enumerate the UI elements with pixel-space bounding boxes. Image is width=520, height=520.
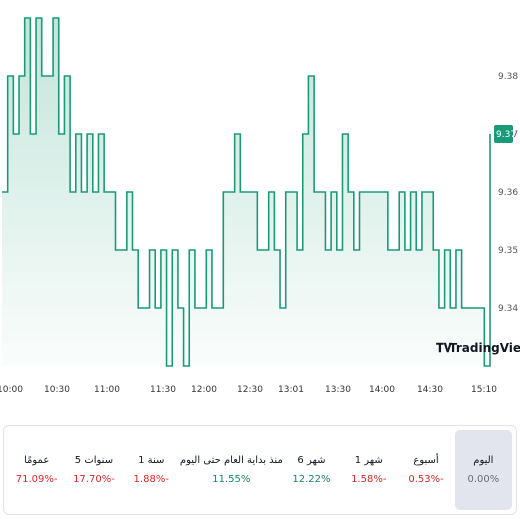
chart-canvas[interactable]: 9.34 9.35 9.36 9.37 9.38 10:00 10:30 11:00 11:3… (0, 0, 520, 410)
x-tick-label: 14:30 (417, 385, 443, 395)
period-label: أسبوع (413, 455, 439, 466)
performance-period-3[interactable]: 6 شهر 12.22% (283, 430, 340, 510)
price-chart[interactable]: 9.34 9.35 9.36 9.37 9.38 10:00 10:30 11:00 11:3… (0, 0, 520, 410)
performance-panel: اليوم 0.00% أسبوع 0.53%- 1 شهر 1.58%- 6 شهر 12.… (3, 425, 517, 515)
y-tick-label: 9.35 (498, 246, 518, 256)
x-tick-label: 15:10 (471, 385, 497, 395)
period-label: اليوم (473, 455, 494, 466)
performance-period-7[interactable]: عمومًا 71.09%- (8, 430, 65, 510)
price-line (2, 17, 491, 367)
last-price-tag (494, 125, 513, 143)
period-label: عمومًا (23, 455, 50, 466)
y-tick-label: 9.34 (498, 304, 518, 314)
period-change-value: 1.88%- (133, 474, 169, 485)
x-tick-label: 14:00 (369, 385, 395, 395)
x-tick-label: 11:30 (150, 385, 176, 395)
performance-period-1[interactable]: أسبوع 0.53%- (397, 430, 454, 510)
performance-period-6[interactable]: 5 سنوات 17.70%- (65, 430, 122, 510)
period-label: 6 شهر (297, 455, 326, 466)
performance-period-0[interactable]: اليوم 0.00% (454, 430, 512, 510)
x-tick-label: 13:01 (278, 385, 304, 395)
x-tick-label: 11:00 (94, 385, 120, 395)
last-price-label: 9.37 (496, 130, 516, 140)
x-tick-label: 10:30 (44, 385, 70, 395)
x-tick-label: 10:00 (0, 385, 23, 395)
period-change-value: 11.55% (212, 474, 251, 485)
period-label: منذ بداية العام حتى اليوم (179, 455, 283, 466)
period-label: 1 شهر (354, 455, 383, 466)
performance-period-4[interactable]: منذ بداية العام حتى اليوم 11.55% (180, 430, 283, 510)
period-change-value: 71.09%- (15, 474, 58, 485)
x-tick-label: 12:00 (191, 385, 217, 395)
period-change-value: 1.58%- (351, 474, 387, 485)
y-tick-label: 9.36 (498, 188, 518, 198)
tradingview-logo-text: TradingView (449, 341, 520, 355)
x-tick-label: 12:30 (237, 385, 263, 395)
period-label: 1 سنة (138, 455, 165, 466)
period-change-value: 12.22% (292, 474, 331, 485)
y-tick-label: 9.38 (498, 72, 518, 82)
x-tick-label: 13:30 (325, 385, 351, 395)
period-label: 5 سنوات (74, 455, 114, 466)
tradingview-logo-mark: 𝐓𝐕 (436, 341, 453, 355)
tradingview-logo[interactable]: 𝐓𝐕 TradingView (436, 341, 520, 355)
period-change-value: 17.70%- (73, 474, 115, 485)
period-change-value: 0.53%- (408, 474, 444, 485)
performance-period-5[interactable]: 1 سنة 1.88%- (123, 430, 180, 510)
performance-period-2[interactable]: 1 شهر 1.58%- (340, 430, 397, 510)
period-change-value: 0.00% (467, 474, 500, 485)
